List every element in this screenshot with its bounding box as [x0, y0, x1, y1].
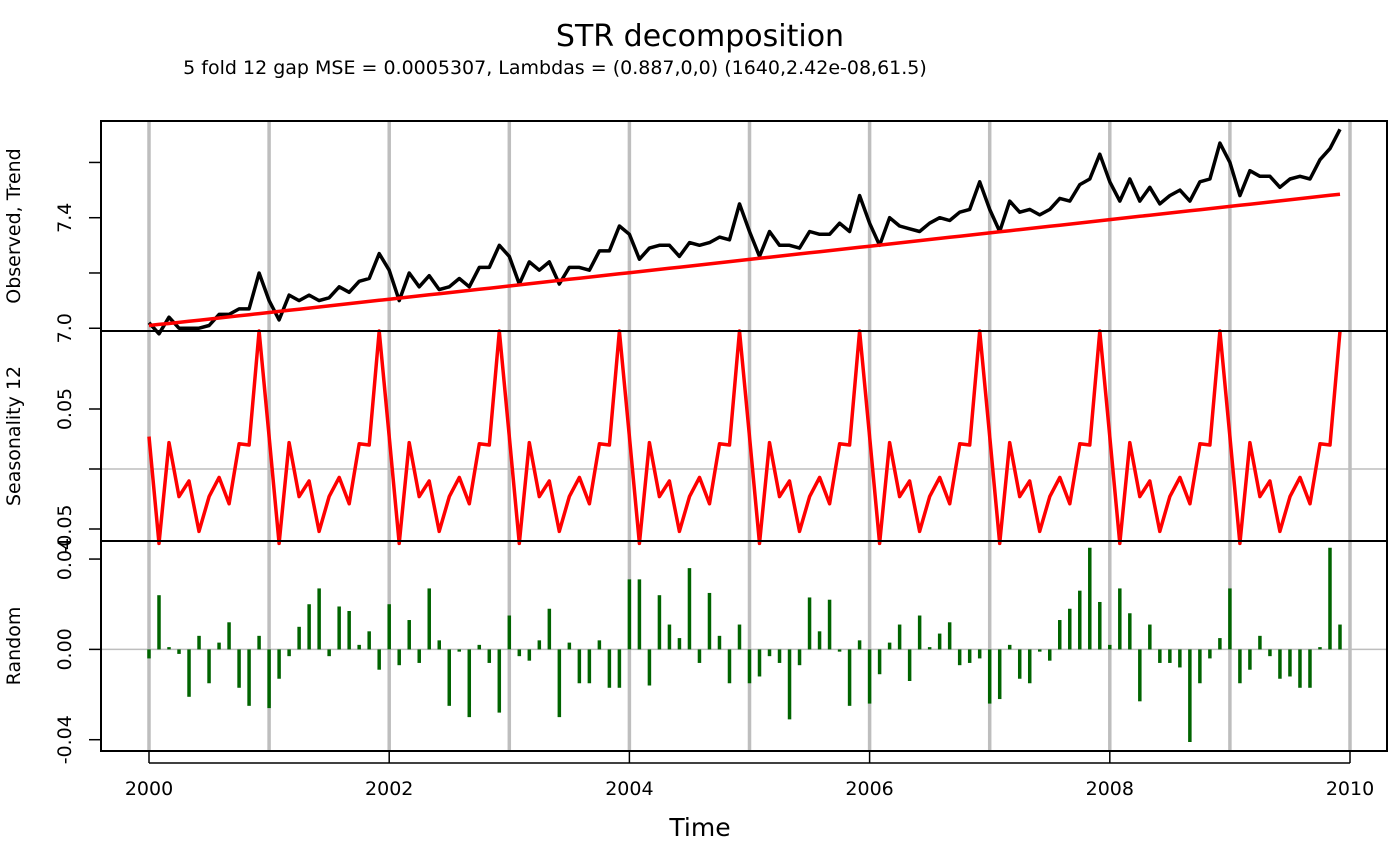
- y-tick-label: 7.4: [54, 203, 76, 233]
- seasonal-line: [147, 329, 1342, 546]
- x-tick-label: 2000: [125, 778, 173, 800]
- x-tick-label: 2004: [605, 778, 653, 800]
- panel-random: -0.04 0.00 0.04 Random: [3, 538, 1388, 764]
- y-tick-label: 7.0: [54, 313, 76, 343]
- y-tick-label: 0.05: [54, 388, 76, 430]
- x-tick-label: 2008: [1086, 778, 1134, 800]
- trend-line: [148, 192, 1341, 328]
- x-tick-label: 2006: [845, 778, 893, 800]
- y-axis-label: Observed, Trend: [3, 148, 25, 304]
- y-tick-label: -0.04: [54, 715, 76, 764]
- panel-frame: [100, 540, 1388, 752]
- y-tick-label: 0.00: [54, 628, 76, 670]
- chart-subtitle: 5 fold 12 gap MSE = 0.0005307, Lambdas =…: [183, 57, 927, 79]
- y-tick-label: 0.04: [54, 538, 76, 580]
- panel-seasonal: -0.05 0.05 Seasonality 12: [3, 329, 1388, 554]
- y-axis-label: Random: [3, 607, 25, 686]
- chart-panels: 7.0 7.4 Observed, Trend -0.05 0.05 Seasonalit…: [3, 120, 1388, 800]
- chart-title: STR decomposition: [556, 19, 844, 54]
- panel-observed: 7.0 7.4 Observed, Trend: [3, 120, 1388, 343]
- y-axis-label: Seasonality 12: [3, 366, 25, 506]
- x-tick-label: 2002: [365, 778, 413, 800]
- x-axis-label: Time: [668, 813, 730, 842]
- observed-line: [147, 128, 1342, 336]
- y-tick-label: -0.05: [54, 504, 76, 553]
- x-axis: 2000 2002 2004 2006 2008 2010: [125, 751, 1374, 800]
- x-tick-label: 2010: [1326, 778, 1374, 800]
